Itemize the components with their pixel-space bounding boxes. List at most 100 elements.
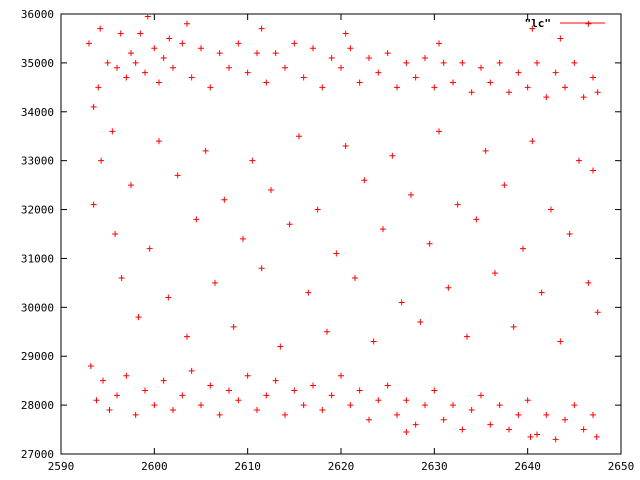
data-point	[436, 40, 442, 47]
data-point	[366, 416, 372, 423]
x-tick-label: 2620	[328, 460, 355, 473]
data-point	[398, 299, 405, 306]
data-point	[184, 20, 190, 27]
data-point	[585, 279, 592, 286]
data-point	[272, 377, 279, 384]
data-point	[590, 167, 596, 174]
data-point	[226, 64, 232, 71]
data-point	[93, 397, 100, 404]
data-point	[117, 30, 124, 37]
data-point	[375, 69, 382, 76]
data-point	[226, 387, 232, 394]
data-point	[566, 231, 573, 237]
data-point	[207, 382, 214, 389]
data-point	[576, 157, 582, 164]
data-point	[571, 59, 578, 66]
data-point	[408, 191, 414, 198]
data-point	[543, 411, 550, 418]
data-point	[585, 20, 592, 27]
data-point	[496, 59, 503, 66]
data-point	[254, 50, 260, 57]
data-point	[552, 436, 559, 443]
data-point	[184, 333, 190, 340]
data-point	[291, 387, 298, 394]
data-point	[594, 309, 601, 316]
data-point	[342, 30, 349, 37]
data-point	[534, 59, 540, 66]
data-point	[188, 74, 195, 81]
data-point	[412, 74, 419, 81]
data-point	[552, 69, 559, 76]
data-point	[375, 397, 382, 404]
data-point	[338, 372, 344, 379]
data-point	[193, 216, 200, 223]
data-point	[487, 79, 494, 86]
data-point	[459, 59, 466, 66]
data-point	[380, 226, 386, 233]
legend: "lc"	[525, 17, 605, 30]
y-tick-label: 34000	[21, 106, 54, 119]
data-point	[426, 240, 433, 247]
data-point	[151, 402, 158, 409]
data-point	[90, 201, 97, 208]
y-tick-label: 30000	[21, 301, 54, 314]
data-point	[515, 69, 522, 76]
data-point	[534, 431, 540, 438]
data-point	[305, 289, 312, 296]
data-point	[235, 40, 242, 47]
data-point	[417, 319, 424, 325]
data-point	[132, 411, 139, 418]
data-point	[450, 79, 456, 86]
data-point	[524, 84, 531, 91]
data-point	[112, 231, 119, 237]
data-point	[156, 138, 162, 145]
data-point	[198, 402, 204, 409]
data-point	[450, 402, 456, 409]
data-point	[268, 187, 274, 193]
data-point	[506, 426, 512, 433]
data-point	[188, 367, 195, 374]
data-point	[144, 13, 151, 20]
data-point	[548, 206, 554, 213]
data-point	[366, 55, 372, 61]
data-point	[593, 433, 600, 440]
data-point	[529, 25, 536, 32]
data-point	[527, 433, 534, 440]
data-point	[282, 411, 288, 418]
data-point	[431, 84, 438, 91]
data-point	[179, 40, 186, 47]
data-point	[244, 69, 251, 76]
data-point	[422, 55, 428, 61]
data-point	[114, 64, 120, 71]
data-point	[216, 411, 223, 418]
data-point	[230, 323, 237, 330]
data-point	[165, 294, 172, 301]
data-point	[142, 387, 148, 394]
x-axis: 2590 2600 2610 2620 2630 2640 2650	[48, 14, 634, 473]
data-point	[160, 55, 167, 61]
data-point	[473, 216, 480, 223]
data-point	[492, 270, 498, 277]
data-point	[538, 289, 545, 296]
data-point	[347, 402, 354, 409]
data-point	[324, 328, 330, 335]
data-point	[123, 372, 130, 379]
data-point	[422, 402, 428, 409]
data-point	[170, 407, 176, 413]
data-point	[319, 84, 326, 91]
data-point	[524, 397, 531, 404]
data-point	[95, 84, 102, 91]
data-point	[146, 245, 153, 252]
data-point	[128, 182, 134, 189]
data-point	[104, 59, 111, 66]
data-point	[356, 79, 363, 86]
data-point	[338, 64, 344, 71]
data-point	[296, 133, 302, 140]
x-tick-label: 2640	[514, 460, 541, 473]
data-point	[132, 59, 139, 66]
data-point	[90, 103, 97, 110]
data-point	[543, 94, 550, 101]
data-point	[394, 84, 400, 91]
y-tick-label: 29000	[21, 350, 54, 363]
data-point	[258, 265, 265, 272]
